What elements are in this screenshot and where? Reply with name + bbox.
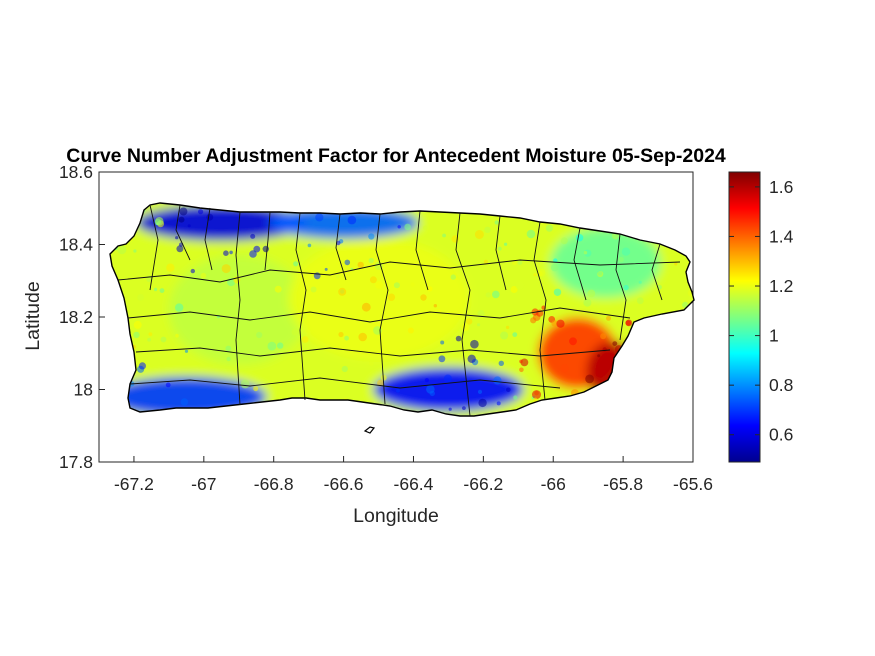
y-tick-label: 18.2 xyxy=(59,307,93,327)
colorbar-tick-label: 0.6 xyxy=(769,425,793,445)
municipal-boundaries xyxy=(117,204,681,417)
caja-de-muertos-outline xyxy=(363,426,376,434)
heat-region xyxy=(268,206,419,239)
municipal-boundary xyxy=(149,204,159,291)
y-tick-label: 18.4 xyxy=(59,235,93,255)
y-tick-label: 17.8 xyxy=(59,452,93,472)
x-tick-label: -66.6 xyxy=(324,474,364,494)
y-axis-label: Latitude xyxy=(22,281,44,350)
colorbar-tick-label: 0.8 xyxy=(769,375,793,395)
colorbar-tick-label: 1 xyxy=(769,326,779,346)
municipal-boundary xyxy=(175,204,191,261)
municipal-boundary xyxy=(415,210,429,291)
x-tick-label: -66 xyxy=(541,474,566,494)
x-tick-label: -66.4 xyxy=(394,474,434,494)
municipal-boundary xyxy=(117,259,681,283)
colorbar-tick-label: 1.6 xyxy=(769,177,793,197)
heat-region xyxy=(288,238,469,359)
municipal-boundary xyxy=(573,227,587,301)
municipal-boundary xyxy=(495,215,507,291)
x-tick-label: -65.6 xyxy=(673,474,713,494)
municipal-boundary xyxy=(651,243,663,301)
municipal-boundary xyxy=(375,213,389,405)
municipal-boundary xyxy=(129,377,561,389)
municipal-boundary xyxy=(127,307,631,323)
x-tick-label: -66.8 xyxy=(254,474,294,494)
chart-title: Curve Number Adjustment Factor for Antec… xyxy=(66,145,726,167)
x-tick-label: -67.2 xyxy=(114,474,154,494)
x-tick-label: -66.2 xyxy=(463,474,503,494)
x-axis-label: Longitude xyxy=(353,505,439,527)
y-tick-label: 18 xyxy=(74,380,93,400)
x-tick-label: -67 xyxy=(191,474,216,494)
colorbar-tick-label: 1.2 xyxy=(769,276,793,296)
x-tick-label: -65.8 xyxy=(603,474,643,494)
municipal-boundary xyxy=(615,233,627,341)
y-tick-label: 18.6 xyxy=(59,162,93,182)
island-outline xyxy=(109,202,695,417)
municipal-boundary xyxy=(533,221,547,401)
municipal-boundary xyxy=(204,207,213,271)
colorbar xyxy=(728,171,761,463)
heat-region xyxy=(550,227,661,298)
municipal-boundary xyxy=(295,212,307,401)
municipal-boundary xyxy=(264,211,271,271)
municipal-boundary xyxy=(455,212,471,417)
municipal-boundary xyxy=(135,347,611,357)
colorbar-tick-label: 1.4 xyxy=(769,226,794,246)
municipal-boundary xyxy=(335,213,347,281)
heat-region xyxy=(373,367,524,412)
y-axis-ticks: 17.8 18 18.2 18.4 18.6 xyxy=(59,162,105,472)
x-axis-ticks: -67.2 -67 -66.8 -66.6 -66.4 -66.2 -66 -65.8 -65.… xyxy=(114,456,713,494)
municipal-boundary xyxy=(235,211,241,406)
colorbar-ticks: 0.6 0.8 1 1.2 1.4 1.6 xyxy=(729,177,794,445)
